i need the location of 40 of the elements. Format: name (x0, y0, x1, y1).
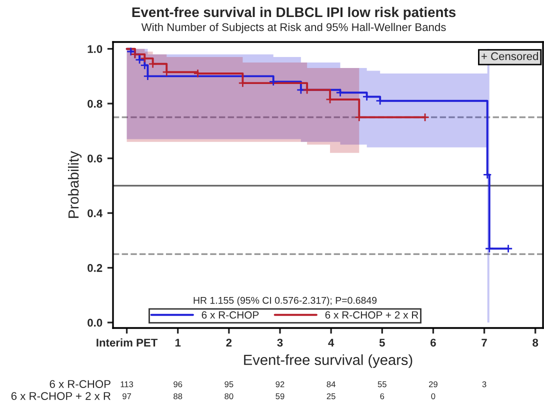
text: 29 (428, 381, 438, 388)
annotation: HR 1.155 (95% CI 0.576-2.317); P=0.6849 (194, 296, 377, 306)
text: 96 (174, 381, 182, 388)
text: 6 (380, 393, 384, 400)
x-tick-label: 4 (328, 338, 334, 346)
text: 59 (276, 393, 284, 400)
annotation: + Censored (481, 52, 538, 60)
y-tick-label: 0.8 (88, 100, 102, 108)
text: 80 (224, 393, 234, 400)
text: 84 (326, 381, 336, 388)
y-tick-label: 0.6 (88, 154, 102, 162)
y-tick-label: 1.0 (88, 45, 102, 53)
x-axis-title: Event-free survival (years) (244, 354, 412, 368)
y-tick-label: 0.2 (88, 264, 102, 272)
text: 95 (224, 381, 234, 388)
text: 88 (174, 393, 182, 400)
text: 92 (276, 381, 284, 388)
legend-label: 6 x R-CHOP + 2 x R (325, 311, 418, 319)
text: 6 x R-CHOP (50, 380, 110, 388)
x-tick-label: Interim PET (96, 338, 158, 347)
x-tick-label: 7 (482, 338, 487, 346)
legend-label: 6 x R-CHOP (202, 311, 259, 319)
x-tick-label: 2 (226, 338, 232, 346)
text: 113 (120, 381, 134, 388)
x-tick-label: 1 (175, 338, 181, 346)
text: 25 (326, 393, 336, 400)
chart-subtitle: With Number of Subjects at Risk and 95% Hall-Wellner Bands (141, 22, 446, 34)
text: 55 (378, 381, 386, 388)
y-axis-title: Probability (68, 150, 82, 218)
text: 0 (431, 393, 436, 400)
x-tick-label: 8 (532, 338, 538, 347)
x-tick-label: 3 (277, 338, 283, 347)
text: 6 x R-CHOP + 2 x R (11, 392, 110, 400)
y-tick-label: 0.0 (88, 318, 102, 327)
y-tick-label: 0.4 (88, 209, 103, 218)
text: 3 (482, 381, 486, 388)
x-tick-label: 6 (430, 338, 436, 347)
x-tick-label: 5 (379, 338, 385, 347)
chart-title: Event-free survival in DLBCL IPI low risk patients (132, 6, 456, 20)
text: 97 (122, 393, 132, 400)
